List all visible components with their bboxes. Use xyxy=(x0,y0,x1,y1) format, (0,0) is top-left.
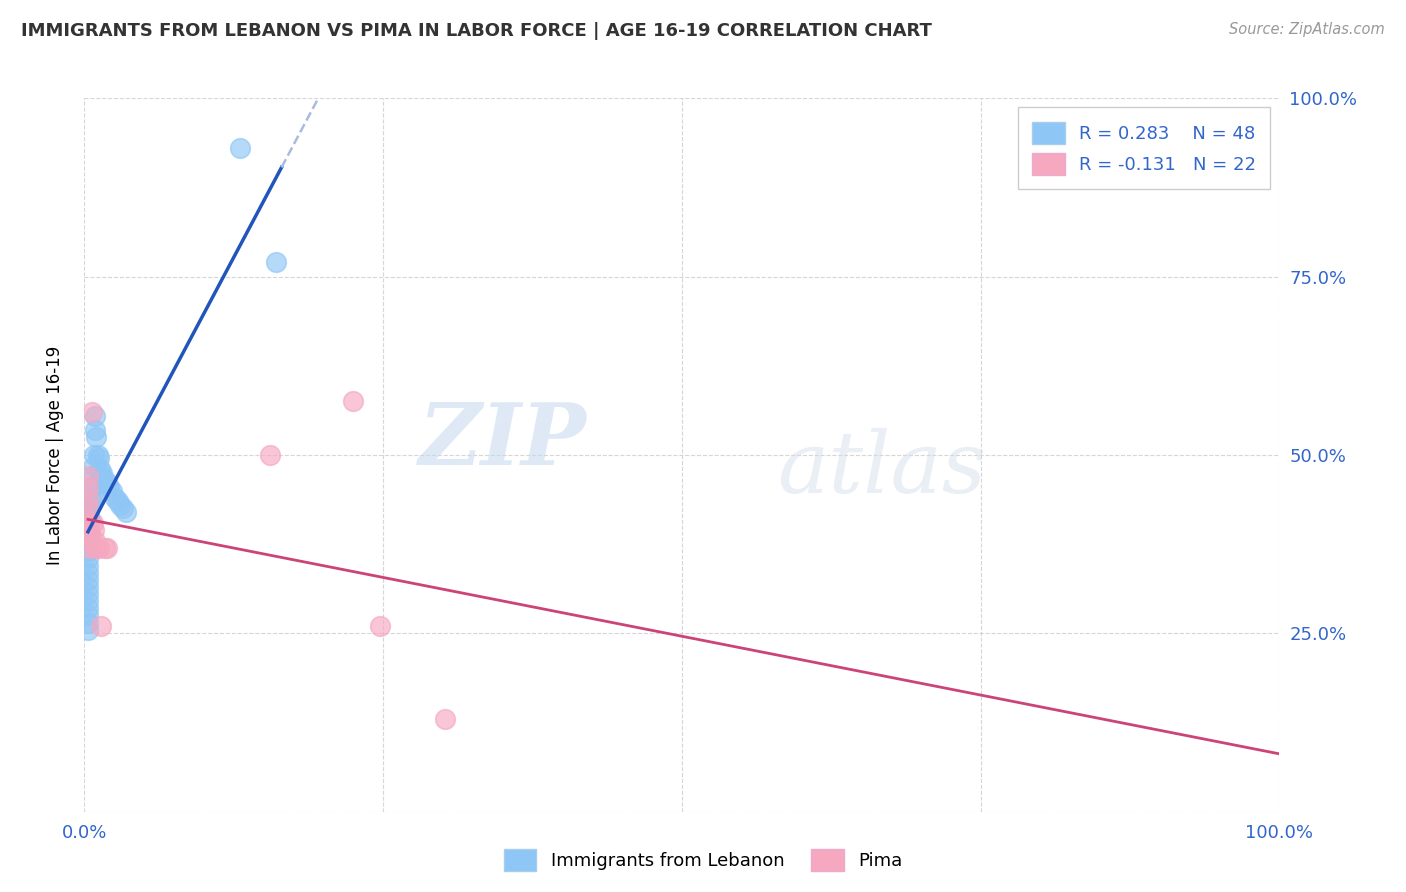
Text: IMMIGRANTS FROM LEBANON VS PIMA IN LABOR FORCE | AGE 16-19 CORRELATION CHART: IMMIGRANTS FROM LEBANON VS PIMA IN LABOR… xyxy=(21,22,932,40)
Point xyxy=(77,508,100,523)
Point xyxy=(115,505,138,519)
Point xyxy=(77,601,100,615)
Point xyxy=(77,558,100,573)
Point xyxy=(77,519,100,533)
Point xyxy=(434,712,457,726)
Point xyxy=(77,566,100,580)
Point xyxy=(79,498,101,512)
Point xyxy=(111,501,134,516)
Point xyxy=(93,473,115,487)
Point xyxy=(86,430,108,444)
Point xyxy=(264,255,287,269)
Legend: Immigrants from Lebanon, Pima: Immigrants from Lebanon, Pima xyxy=(496,842,910,879)
Point xyxy=(84,423,107,437)
Point xyxy=(83,448,105,462)
Point xyxy=(80,480,103,494)
Point xyxy=(77,573,100,587)
Text: atlas: atlas xyxy=(778,428,987,510)
Point xyxy=(79,541,101,555)
Point xyxy=(98,480,121,494)
Point xyxy=(96,476,118,491)
Point xyxy=(86,448,108,462)
Point xyxy=(93,541,115,555)
Point xyxy=(77,519,100,533)
Point xyxy=(77,512,100,526)
Point xyxy=(90,619,112,633)
Point xyxy=(77,480,100,494)
Point xyxy=(107,494,129,508)
Point xyxy=(84,533,107,548)
Point xyxy=(82,480,104,494)
Point xyxy=(77,530,100,544)
Point xyxy=(87,451,110,466)
Point xyxy=(101,483,124,498)
Point xyxy=(79,526,101,541)
Point xyxy=(77,615,100,630)
Point xyxy=(82,469,104,483)
Point xyxy=(77,623,100,637)
Point xyxy=(79,512,101,526)
Point xyxy=(77,537,100,551)
Point xyxy=(77,587,100,601)
Point xyxy=(83,458,105,473)
Point xyxy=(77,501,100,516)
Point xyxy=(77,526,100,541)
Point xyxy=(104,491,127,505)
Point xyxy=(342,394,364,409)
Point xyxy=(89,462,111,476)
Point xyxy=(79,533,101,548)
Point xyxy=(82,516,104,530)
Point xyxy=(77,594,100,608)
Point xyxy=(77,505,100,519)
Point xyxy=(110,498,132,512)
Point xyxy=(87,541,110,555)
Y-axis label: In Labor Force | Age 16-19: In Labor Force | Age 16-19 xyxy=(45,345,63,565)
Point xyxy=(80,405,103,419)
Point xyxy=(90,469,112,483)
Point xyxy=(77,580,100,594)
Point xyxy=(368,619,391,633)
Point xyxy=(77,523,100,537)
Point xyxy=(77,516,100,530)
Legend: R = 0.283    N = 48, R = -0.131   N = 22: R = 0.283 N = 48, R = -0.131 N = 22 xyxy=(1018,107,1271,189)
Point xyxy=(83,523,105,537)
Point xyxy=(80,494,103,508)
Point xyxy=(84,409,107,423)
Point xyxy=(82,491,104,505)
Text: ZIP: ZIP xyxy=(419,399,586,483)
Point xyxy=(77,551,100,566)
Point xyxy=(77,491,100,505)
Point xyxy=(91,466,114,480)
Point xyxy=(77,469,100,483)
Point xyxy=(259,448,281,462)
Point xyxy=(228,141,252,155)
Point xyxy=(77,608,100,623)
Point xyxy=(86,541,108,555)
Text: Source: ZipAtlas.com: Source: ZipAtlas.com xyxy=(1229,22,1385,37)
Point xyxy=(77,544,100,558)
Point xyxy=(96,541,118,555)
